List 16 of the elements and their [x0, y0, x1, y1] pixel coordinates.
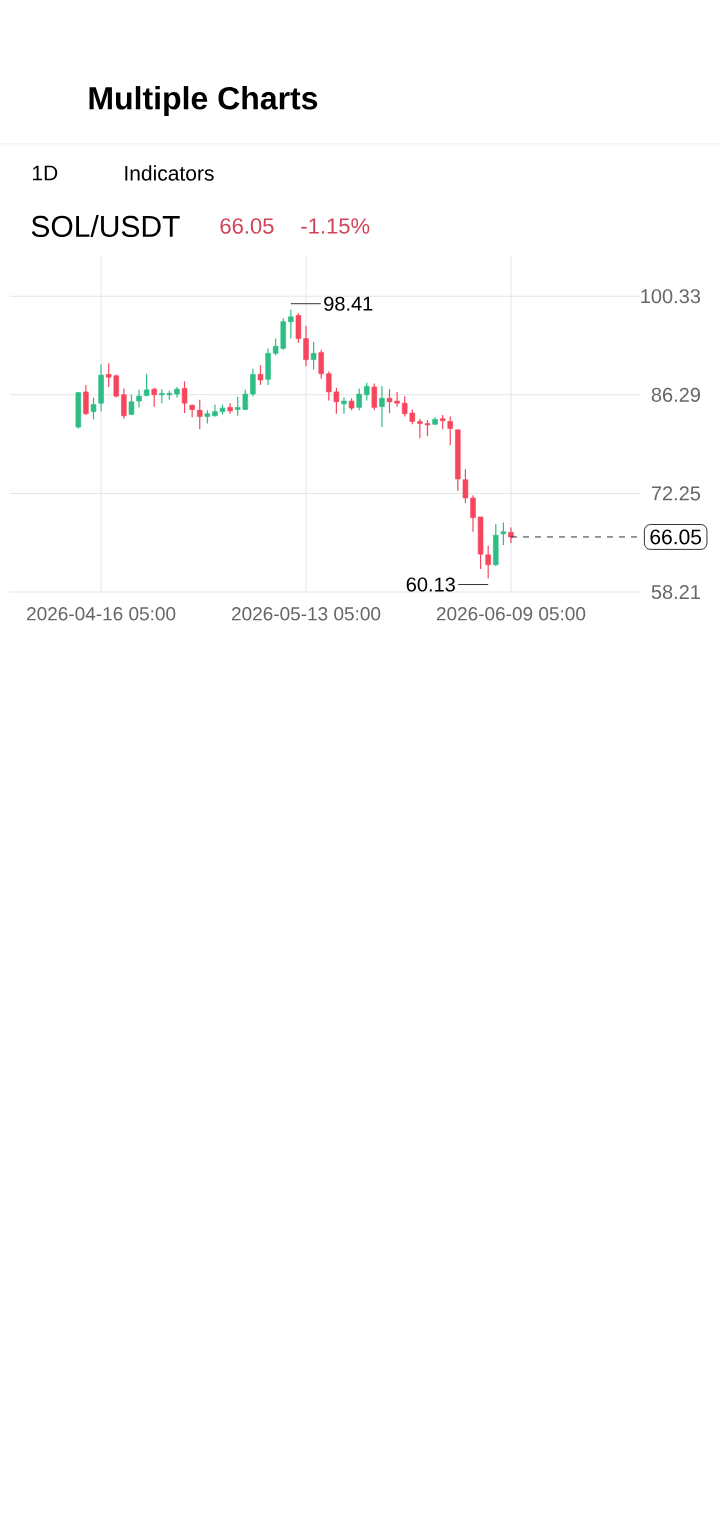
- ref-line-label: 66.05: [650, 529, 702, 545]
- text: Indicators: [125, 165, 214, 181]
- text: 1D: [33, 165, 58, 181]
- y-tick-label: 86.29: [651, 387, 700, 402]
- x-tick-label: 2026-05-13 05:00: [231, 607, 381, 621]
- x-tick-label: 2026-06-09 05:00: [436, 607, 586, 621]
- y-tick-label: 100.33: [641, 289, 701, 304]
- y-tick-label: 58.21: [651, 584, 700, 600]
- chart-title: SOL/USDT: [31, 215, 180, 238]
- annotation: 60.13: [406, 577, 455, 592]
- x-tick-label: 2026-04-16 05:00: [27, 607, 176, 621]
- text: 66.05: [220, 218, 274, 234]
- annotation: 98.41: [324, 296, 373, 311]
- text: -1.15%: [301, 218, 370, 234]
- y-tick-label: 72.25: [651, 486, 701, 501]
- text: Multiple Charts: [89, 86, 318, 116]
